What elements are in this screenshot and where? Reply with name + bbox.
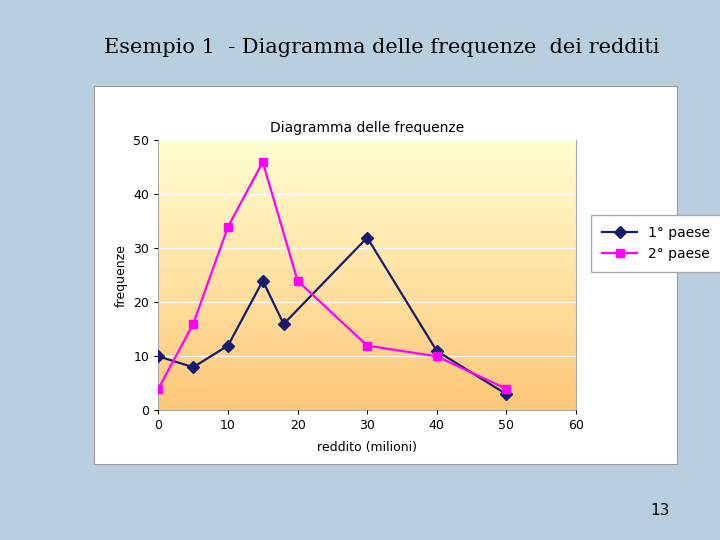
1° paese — [224, 342, 233, 349]
1° paese — [279, 321, 288, 327]
2° paese — [224, 224, 233, 230]
2° paese — [154, 386, 163, 392]
2° paese — [293, 278, 302, 284]
2° paese — [258, 159, 267, 165]
1° paese — [363, 234, 372, 241]
Text: 13: 13 — [650, 503, 670, 518]
2° paese — [363, 342, 372, 349]
1° paese — [154, 353, 163, 360]
Text: Esempio 1  - Diagramma delle frequenze  dei redditi: Esempio 1 - Diagramma delle frequenze de… — [104, 38, 660, 57]
Title: Diagramma delle frequenze: Diagramma delle frequenze — [270, 121, 464, 135]
Legend: 1° paese, 2° paese: 1° paese, 2° paese — [591, 215, 720, 272]
1° paese — [433, 348, 441, 354]
Line: 1° paese: 1° paese — [154, 233, 510, 399]
2° paese — [502, 386, 510, 392]
1° paese — [502, 391, 510, 397]
1° paese — [189, 364, 197, 370]
1° paese — [258, 278, 267, 284]
2° paese — [189, 321, 197, 327]
Y-axis label: frequenze: frequenze — [114, 244, 128, 307]
2° paese — [433, 353, 441, 360]
X-axis label: reddito (milioni): reddito (milioni) — [318, 441, 417, 454]
Line: 2° paese: 2° paese — [154, 158, 510, 393]
